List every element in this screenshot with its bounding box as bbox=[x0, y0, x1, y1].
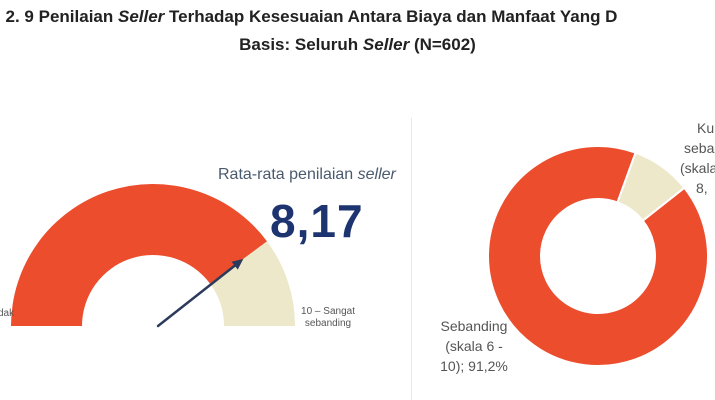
donut-main-label: Sebanding (skala 6 - 10); 91,2% bbox=[440, 318, 508, 374]
chart-title: 2. 9 Penilaian Seller Terhadap Kesesuaia… bbox=[5, 7, 618, 26]
gauge-remaining-arc bbox=[210, 241, 295, 326]
gauge-needle-arrowhead bbox=[231, 258, 244, 270]
gauge-value: 8,17 bbox=[270, 195, 364, 247]
panel-divider bbox=[411, 118, 412, 400]
gauge-needle bbox=[156, 262, 239, 328]
chart-subtitle: Basis: Seluruh Seller (N=602) bbox=[239, 35, 476, 54]
donut-slice-sebanding bbox=[487, 145, 709, 367]
gauge-main-arc bbox=[11, 183, 268, 326]
gauge-left-label: dak j bbox=[0, 308, 15, 331]
donut-slice-kurang-sebanding bbox=[616, 151, 686, 223]
gauge-value-label: Rata-rata penilaian seller bbox=[218, 166, 396, 183]
donut-minor-label: Ku seba (skala 8, bbox=[680, 120, 715, 196]
gauge-right-label: 10 – Sangat sebanding bbox=[301, 306, 355, 329]
